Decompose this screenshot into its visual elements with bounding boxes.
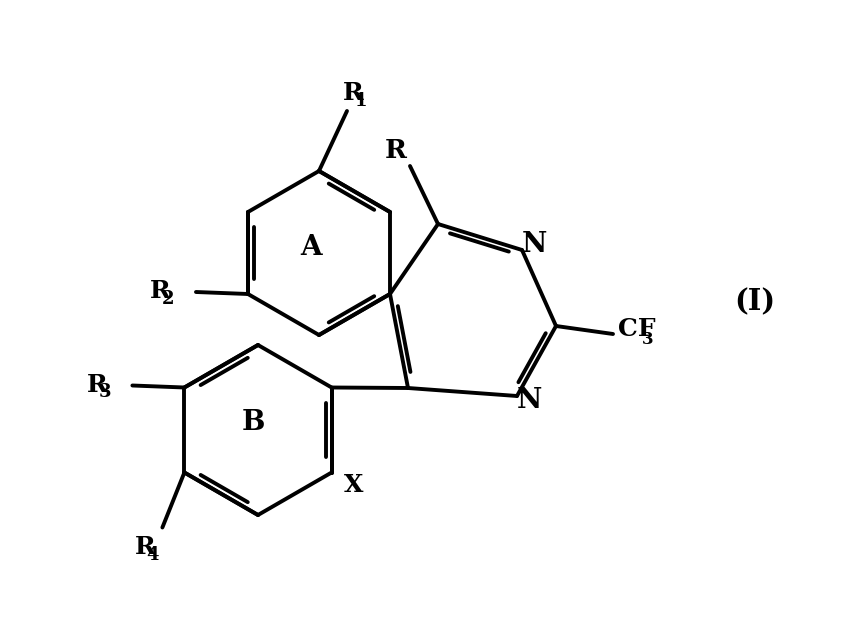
Text: 2: 2	[163, 290, 174, 307]
Text: R: R	[150, 279, 171, 303]
Text: R: R	[343, 81, 364, 105]
Text: R: R	[385, 137, 407, 162]
Text: 4: 4	[147, 546, 159, 564]
Text: B: B	[242, 409, 264, 435]
Text: (I): (I)	[734, 287, 775, 317]
Text: N: N	[516, 388, 541, 414]
Text: R: R	[87, 373, 107, 396]
Text: N: N	[521, 231, 546, 259]
Text: A: A	[301, 234, 322, 261]
Text: 3: 3	[642, 332, 653, 348]
Text: 3: 3	[99, 383, 111, 401]
Text: X: X	[344, 473, 364, 496]
Text: CF: CF	[618, 317, 656, 341]
Text: 1: 1	[355, 91, 368, 109]
Text: R: R	[135, 536, 155, 560]
